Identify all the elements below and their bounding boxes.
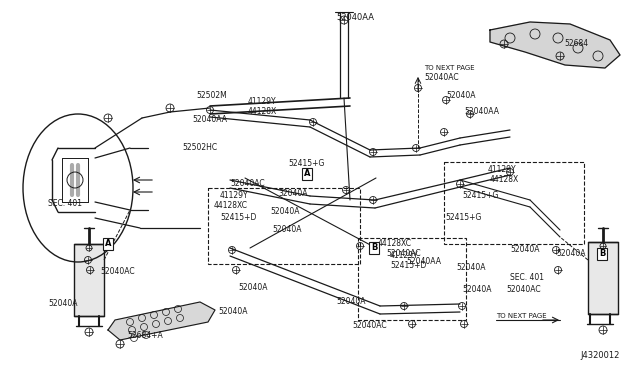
Text: 41129Y: 41129Y <box>390 251 419 260</box>
Text: A: A <box>105 240 111 248</box>
Text: 52684: 52684 <box>564 39 588 48</box>
Text: 52040A: 52040A <box>510 246 540 254</box>
Text: SEC. 401: SEC. 401 <box>510 273 544 282</box>
Text: 52415+D: 52415+D <box>220 214 257 222</box>
Bar <box>444 162 584 244</box>
Bar <box>208 188 360 264</box>
Text: 44128XC: 44128XC <box>378 240 412 248</box>
Text: 52040A: 52040A <box>336 298 365 307</box>
Text: 52502M: 52502M <box>196 92 227 100</box>
Text: 52040AA: 52040AA <box>464 108 499 116</box>
Text: 52040A: 52040A <box>272 225 301 234</box>
Text: J4320012: J4320012 <box>580 352 620 360</box>
Text: SEC. 401: SEC. 401 <box>48 199 82 208</box>
Polygon shape <box>108 302 215 340</box>
Text: 44128XC: 44128XC <box>214 202 248 211</box>
Text: B: B <box>371 244 377 253</box>
Text: 52040AC: 52040AC <box>506 285 541 295</box>
Text: 52040A: 52040A <box>456 263 486 273</box>
Text: 32040A: 32040A <box>278 189 307 199</box>
Text: B: B <box>599 250 605 259</box>
Text: 52040AC: 52040AC <box>386 250 420 259</box>
Text: 41129Y: 41129Y <box>488 166 516 174</box>
Text: TO NEXT PAGE: TO NEXT PAGE <box>496 313 547 319</box>
Text: 52040AC: 52040AC <box>230 180 264 189</box>
Text: 52040A: 52040A <box>462 285 492 295</box>
Text: 52040AA: 52040AA <box>192 115 227 125</box>
Text: 52502HC: 52502HC <box>182 144 217 153</box>
Text: 52415+D: 52415+D <box>390 262 426 270</box>
Text: 52040AC: 52040AC <box>100 267 134 276</box>
Text: 44128X: 44128X <box>490 176 519 185</box>
Bar <box>74 244 104 316</box>
Text: 52415+G: 52415+G <box>445 214 481 222</box>
Text: 52040AA: 52040AA <box>406 257 441 266</box>
Text: 52415+G: 52415+G <box>462 192 499 201</box>
Text: 52040A: 52040A <box>556 250 586 259</box>
Text: 52040AA: 52040AA <box>336 13 374 22</box>
Text: A: A <box>304 170 310 179</box>
Text: 52040A: 52040A <box>446 92 476 100</box>
Text: 44128X: 44128X <box>248 106 277 115</box>
Polygon shape <box>490 22 620 68</box>
Text: 52040A: 52040A <box>218 308 248 317</box>
Bar <box>358 238 466 320</box>
Text: 52040AC: 52040AC <box>352 321 387 330</box>
Text: TO NEXT PAGE: TO NEXT PAGE <box>424 65 475 71</box>
Text: 52040A: 52040A <box>270 208 300 217</box>
Text: 52040A: 52040A <box>48 299 77 308</box>
Bar <box>588 242 618 314</box>
Text: 52040A: 52040A <box>238 283 268 292</box>
Text: 52684+A: 52684+A <box>127 331 163 340</box>
Text: 52415+G: 52415+G <box>288 160 324 169</box>
Text: 41129Y: 41129Y <box>248 97 276 106</box>
Text: 41129Y: 41129Y <box>220 192 248 201</box>
Text: 52040AC: 52040AC <box>424 74 459 83</box>
